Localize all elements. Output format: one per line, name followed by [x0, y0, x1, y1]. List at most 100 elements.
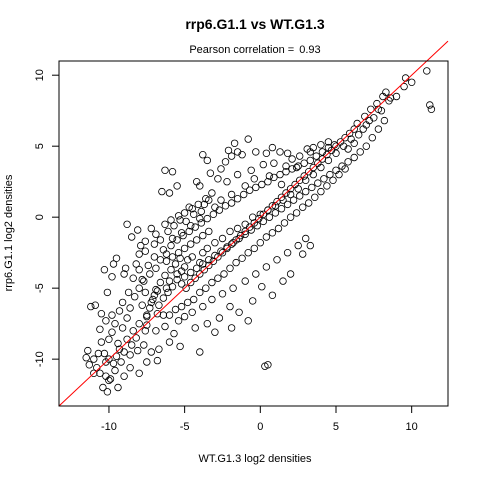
data-point: [133, 346, 142, 355]
data-point: [367, 105, 375, 113]
data-point: [182, 284, 190, 292]
data-point: [176, 342, 184, 351]
x-tick-label: 10: [406, 421, 418, 433]
data-point: [205, 261, 213, 270]
data-point: [312, 152, 320, 160]
chart-title: rrp6.G1.1 vs WT.G1.3: [185, 16, 324, 32]
data-point: [241, 227, 249, 236]
data-point: [135, 250, 143, 258]
data-point: [180, 312, 189, 321]
data-point: [268, 291, 277, 299]
data-point: [196, 288, 204, 297]
data-point: [141, 288, 149, 297]
data-point: [350, 153, 358, 162]
data-point: [186, 268, 195, 277]
data-point: [153, 356, 162, 365]
data-point: [161, 166, 169, 174]
data-point: [102, 358, 110, 366]
data-point: [336, 138, 345, 146]
data-point: [96, 325, 104, 333]
data-point: [211, 328, 219, 336]
data-point: [241, 182, 249, 190]
data-point: [109, 359, 118, 368]
data-point: [168, 167, 177, 176]
data-point: [152, 230, 160, 238]
y-tick-label: -10: [34, 351, 46, 367]
data-point: [202, 284, 210, 292]
data-point: [167, 241, 175, 250]
data-point: [309, 163, 317, 172]
data-point: [359, 125, 367, 133]
data-point: [112, 352, 121, 360]
data-point: [302, 176, 310, 184]
data-point: [167, 266, 175, 274]
data-point: [305, 167, 313, 176]
data-point: [218, 234, 227, 243]
data-point: [217, 196, 225, 204]
data-point: [292, 209, 301, 217]
data-point: [146, 270, 154, 278]
data-point: [271, 209, 280, 217]
data-point: [314, 179, 322, 187]
data-point: [218, 248, 227, 257]
data-point: [109, 260, 118, 268]
data-point: [96, 369, 104, 377]
data-point: [171, 305, 180, 314]
data-point: [162, 284, 171, 292]
x-axis-label: WT.G1.3 log2 densities: [198, 453, 312, 465]
data-point: [332, 166, 340, 174]
data-point: [232, 236, 240, 244]
data-point: [294, 162, 302, 170]
x-tick-label: 0: [257, 421, 263, 433]
data-point: [123, 314, 131, 322]
data-point: [214, 274, 222, 282]
data-point: [318, 155, 327, 163]
data-point: [168, 283, 177, 291]
data-point: [189, 295, 198, 304]
data-point: [133, 226, 142, 234]
data-point: [150, 253, 159, 261]
data-point: [300, 172, 308, 180]
data-point: [143, 358, 151, 366]
data-point: [408, 78, 416, 86]
data-point: [111, 320, 119, 328]
data-point: [192, 236, 201, 244]
data-point: [114, 339, 122, 348]
data-point: [224, 146, 233, 155]
data-point: [218, 290, 227, 298]
data-point: [147, 224, 155, 233]
data-point: [114, 383, 122, 392]
data-point: [300, 159, 308, 167]
data-point: [286, 190, 295, 199]
data-point: [344, 158, 352, 166]
data-point: [264, 206, 272, 214]
data-point: [197, 207, 205, 216]
data-point: [209, 257, 218, 265]
data-point: [286, 270, 295, 278]
data-point: [150, 240, 159, 248]
data-point: [252, 183, 260, 192]
data-point: [177, 302, 186, 311]
data-point: [209, 210, 218, 218]
x-tick-label: -5: [180, 421, 190, 433]
data-point: [296, 176, 304, 184]
data-point: [143, 311, 151, 319]
data-point: [277, 193, 286, 201]
data-point: [215, 314, 224, 322]
data-point: [158, 187, 166, 196]
data-point: [138, 275, 146, 284]
data-point: [173, 275, 181, 284]
data-point: [317, 141, 325, 149]
data-point: [277, 180, 286, 189]
y-axis: -10 -5 0 5 10: [34, 69, 60, 367]
y-tick-label: 5: [34, 143, 46, 149]
data-point: [180, 273, 189, 281]
data-point: [189, 210, 198, 218]
data-point: [199, 302, 207, 311]
data-point: [199, 248, 207, 257]
data-point: [208, 189, 216, 197]
x-axis: -10 -5 0 5 10: [101, 405, 418, 433]
data-point: [332, 142, 340, 150]
data-point: [373, 99, 381, 108]
data-point: [84, 346, 92, 355]
